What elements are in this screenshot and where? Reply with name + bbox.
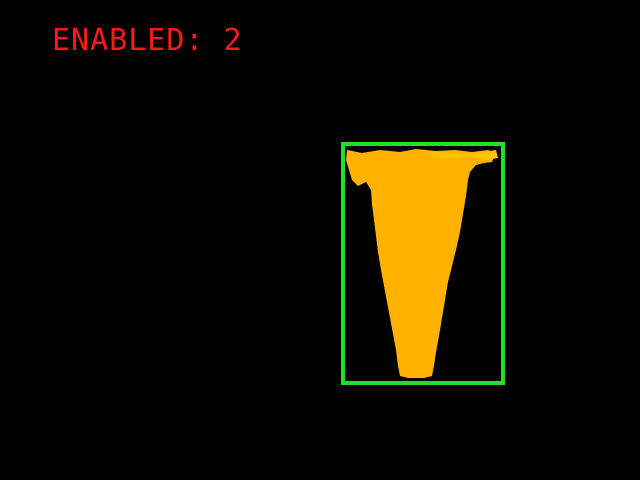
status-label: ENABLED: 2 — [52, 23, 243, 58]
segmentation-mask-edge — [430, 150, 498, 160]
segmentation-mask — [346, 149, 496, 378]
detection-bounding-box — [341, 142, 505, 385]
